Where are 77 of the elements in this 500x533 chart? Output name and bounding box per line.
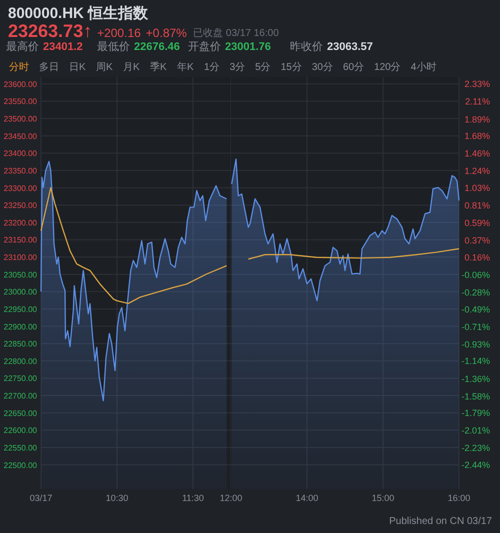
text: 3分 (230, 61, 246, 73)
x-tick-label: 11:30 (182, 493, 204, 503)
x-tick-label: 03/17 (30, 493, 52, 503)
text: 0.16% (464, 252, 490, 262)
text: 1分 (204, 61, 220, 73)
text: 4小时 (410, 61, 436, 73)
text: 最低价 22676.46 (97, 41, 180, 53)
y-tick-label: 23100.00 (4, 253, 38, 262)
chart-title: 800000.HK 恒生指数 (8, 5, 150, 22)
text: 年K (177, 61, 194, 73)
y-tick-label: 23400.00 (4, 149, 38, 158)
y-tick-label: 23250.00 (4, 201, 38, 210)
text: 昨收价 23063.57 (290, 41, 373, 53)
y-tick-label: 23450.00 (4, 132, 38, 141)
text: 日K (69, 62, 86, 73)
y-tick-label: 23300.00 (4, 184, 38, 193)
text: 分时 (9, 61, 29, 73)
text: 季K (150, 61, 167, 73)
y-tick-label: 22650.00 (4, 408, 38, 418)
y-tick-label: 22750.00 (4, 374, 38, 384)
x-tick-label: 16:00 (448, 493, 470, 503)
text: Published on CN 03/17 (389, 516, 492, 527)
y-tick-label: 23350.00 (4, 166, 38, 176)
text: -2.44% (461, 460, 490, 470)
text: -1.14% (461, 356, 490, 366)
x-tick-label: 14:00 (296, 493, 318, 503)
text: 15分 (280, 61, 302, 73)
text: -1.36% (461, 374, 490, 384)
y-tick-label: 23150.00 (4, 236, 38, 245)
y-tick-label: 23000.00 (4, 288, 38, 297)
x-tick-label: 10:30 (106, 493, 128, 503)
x-tick-label: 12:00 (220, 493, 242, 503)
text: -0.93% (461, 339, 490, 350)
text: 已收盘 03/17 16:00 (193, 27, 280, 39)
text: 周K (96, 62, 113, 73)
text: 1.68% (464, 131, 490, 142)
text: -0.28% (461, 288, 490, 298)
text: 最高价 23401.2 (6, 40, 83, 53)
line-series (40, 187, 228, 304)
x-tick-label: 15:00 (372, 493, 394, 503)
text: -1.79% (461, 408, 490, 418)
text: -1.58% (461, 391, 490, 402)
y-tick-label: 22600.00 (4, 426, 38, 436)
text: -2.01% (461, 426, 490, 436)
text: 30分 (312, 61, 333, 73)
text: 120分 (374, 61, 401, 73)
text: 多日 (39, 61, 59, 73)
text: -0.71% (461, 322, 490, 332)
text: 5分 (255, 61, 271, 73)
text: 60分 (342, 61, 364, 73)
y-tick-label: 22950.00 (4, 304, 38, 314)
y-tick-label: 23550.00 (4, 97, 38, 106)
y-tick-label: 22500.00 (4, 460, 38, 470)
text: 1.03% (464, 182, 490, 193)
y-tick-label: 23600.00 (4, 80, 38, 89)
y-tick-label: 22700.00 (4, 392, 38, 401)
y-tick-label: 23500.00 (4, 114, 38, 124)
text: 0.37% (464, 236, 490, 246)
text: 0.81% (464, 200, 490, 210)
y-tick-label: 22900.00 (4, 322, 38, 332)
y-tick-label: 23050.00 (4, 270, 38, 280)
text: 1.24% (464, 166, 490, 176)
y-tick-label: 22850.00 (4, 340, 38, 349)
text: 1.46% (464, 148, 490, 159)
text: 开盘价 23001.76 (188, 41, 271, 53)
y-tick-label: 22550.00 (4, 443, 38, 452)
y-tick-label: 23200.00 (4, 218, 38, 228)
text: 1.89% (464, 114, 490, 124)
text: 2.11% (465, 96, 490, 107)
text: -0.49% (461, 304, 490, 314)
text: 0.59% (464, 218, 490, 228)
text: 2.33% (464, 79, 490, 90)
text: -0.06% (461, 270, 490, 280)
chart-subtitle: 23263.73↑ +200.16 +0.87% (8, 21, 188, 41)
text: 月K (123, 62, 140, 73)
text: -2.23% (461, 443, 490, 454)
y-tick-label: 22800.00 (4, 356, 38, 366)
